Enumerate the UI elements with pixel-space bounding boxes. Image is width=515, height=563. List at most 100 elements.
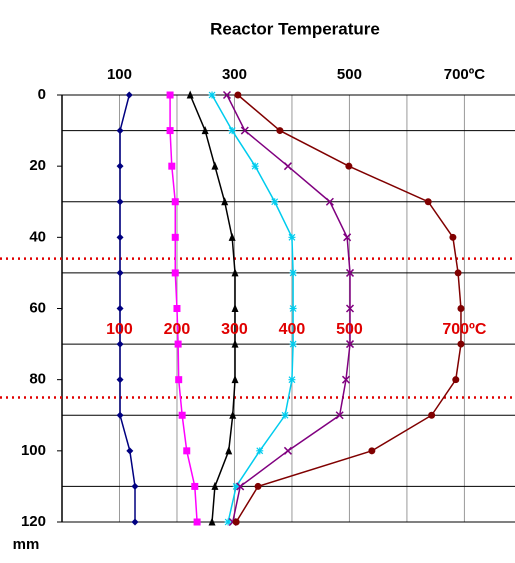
point	[254, 482, 262, 490]
point	[125, 91, 133, 99]
point	[221, 197, 229, 206]
point	[281, 411, 289, 419]
point	[131, 482, 139, 490]
point	[201, 126, 209, 135]
point	[211, 161, 219, 170]
point	[211, 481, 219, 490]
point	[251, 162, 259, 170]
point	[428, 411, 436, 419]
point	[234, 91, 242, 99]
point	[457, 305, 465, 312]
inline-label: 300	[221, 321, 248, 338]
point	[231, 304, 239, 312]
point	[171, 269, 179, 277]
point	[178, 411, 186, 419]
y-tick-label: 60	[29, 299, 46, 316]
point	[186, 90, 194, 99]
point	[240, 126, 249, 135]
point	[345, 268, 355, 277]
point	[345, 162, 353, 170]
point	[325, 197, 334, 206]
series-line	[211, 94, 294, 523]
inline-label: 100	[106, 321, 133, 338]
point	[231, 375, 239, 384]
x-tick-label: 100	[107, 66, 132, 83]
point	[208, 517, 216, 526]
point	[174, 340, 182, 348]
point	[271, 198, 279, 206]
point	[449, 233, 457, 241]
point	[256, 447, 264, 455]
point	[126, 447, 134, 455]
point	[116, 162, 124, 170]
point	[191, 482, 199, 490]
point	[457, 340, 465, 348]
point	[168, 162, 176, 170]
y-tick-label: 40	[29, 228, 46, 245]
point	[288, 233, 296, 241]
point	[345, 304, 355, 313]
point	[288, 376, 296, 384]
point	[116, 340, 124, 348]
point	[289, 269, 297, 277]
x-tick-label: 300	[222, 66, 247, 83]
point	[173, 305, 181, 312]
point	[229, 410, 237, 419]
point	[116, 233, 124, 241]
point	[289, 340, 297, 348]
point	[232, 482, 240, 490]
point	[343, 233, 352, 242]
y-tick-label: 20	[29, 157, 46, 174]
y-axis-label: mm	[13, 536, 40, 553]
y-tick-label: 120	[21, 513, 46, 530]
point	[228, 127, 236, 135]
inline-label: 400	[279, 321, 306, 338]
point	[116, 269, 124, 277]
point	[289, 305, 297, 312]
point	[222, 90, 232, 100]
point	[454, 269, 462, 277]
point	[225, 446, 233, 455]
x-tick-label: 700ºC	[444, 66, 486, 83]
point	[283, 446, 292, 455]
point	[116, 198, 124, 206]
point	[116, 376, 124, 384]
point	[424, 198, 432, 206]
point	[166, 91, 174, 99]
point	[276, 127, 284, 135]
point	[208, 91, 216, 99]
inline-label: 700ºC	[442, 321, 487, 338]
inline-label: 500	[336, 321, 363, 338]
point	[368, 447, 376, 455]
x-tick-label: 500	[337, 66, 362, 83]
point	[175, 376, 183, 384]
point	[183, 447, 191, 455]
inline-label: 200	[164, 321, 191, 338]
point	[116, 305, 124, 312]
point	[171, 198, 179, 206]
point	[224, 518, 232, 526]
point	[131, 518, 139, 526]
point	[283, 162, 292, 171]
y-tick-label: 80	[29, 371, 46, 388]
point	[228, 232, 236, 241]
series-line	[226, 94, 351, 523]
point	[231, 339, 239, 348]
y-tick-label: 100	[21, 442, 46, 459]
point	[193, 518, 201, 526]
point	[335, 411, 344, 420]
chart-title: Reactor Temperature	[210, 19, 380, 38]
y-tick-label: 0	[38, 86, 46, 103]
point	[116, 411, 124, 419]
point	[345, 340, 355, 349]
series-line	[235, 94, 462, 523]
point	[341, 375, 351, 384]
point	[171, 233, 179, 241]
series-line	[189, 94, 236, 523]
point	[452, 376, 460, 384]
point	[232, 518, 240, 526]
point	[166, 127, 174, 135]
point	[116, 127, 124, 135]
point	[231, 268, 239, 277]
